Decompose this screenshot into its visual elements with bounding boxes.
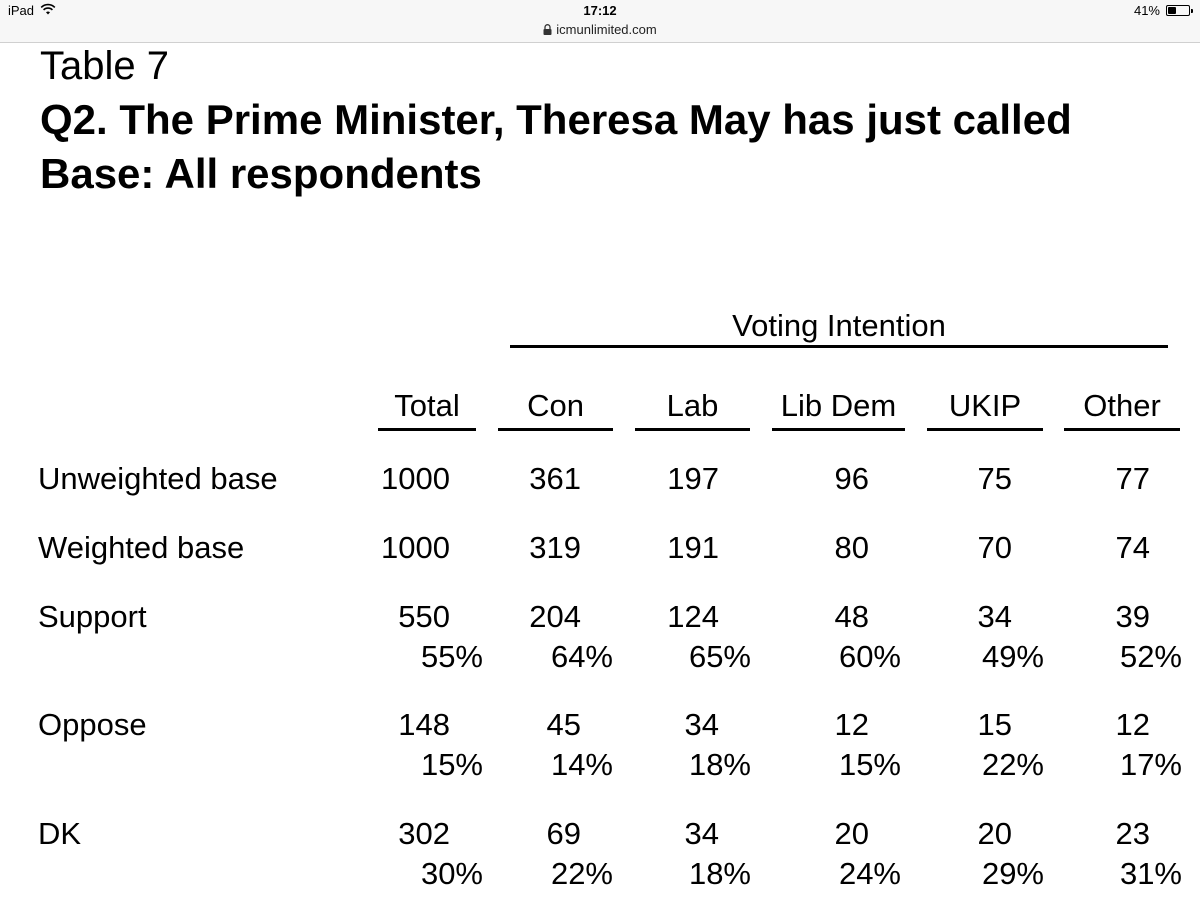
table-cell-percent: 60% xyxy=(838,639,901,674)
col-header-total: Total xyxy=(394,388,460,423)
table-cell-percent: 49% xyxy=(981,639,1044,674)
table-cell: 74 xyxy=(1115,530,1150,565)
table-cell-percent: 64% xyxy=(550,639,613,674)
table-cell: 191 xyxy=(667,530,719,565)
row-label-dk: DK xyxy=(38,816,82,851)
table-cell: 39 xyxy=(1115,599,1150,634)
col-underline-ukip xyxy=(927,428,1043,431)
banner-label: Voting Intention xyxy=(732,308,946,343)
question-title: Q2. The Prime Minister, Theresa May has … xyxy=(40,96,1072,143)
col-header-other: Other xyxy=(1083,388,1161,423)
device-name: iPad xyxy=(8,3,35,18)
col-underline-lab xyxy=(635,428,750,431)
base-title: Base: All respondents xyxy=(40,150,482,197)
col-header-libdem: Lib Dem xyxy=(780,388,897,423)
row-label-weighted: Weighted base xyxy=(38,530,245,565)
status-right: 41% xyxy=(1133,3,1193,18)
table-cell: 302 xyxy=(398,816,450,851)
table-cell: 23 xyxy=(1115,816,1150,851)
table-cell: 20 xyxy=(834,816,869,851)
table-cell: 15 xyxy=(977,707,1012,742)
table-cell-percent: 18% xyxy=(688,747,751,782)
table-cell: 204 xyxy=(529,599,581,634)
table-cell-percent: 31% xyxy=(1119,856,1182,891)
table-cell: 197 xyxy=(667,461,719,496)
col-underline-total xyxy=(378,428,476,431)
address-bar[interactable]: icmunlimited.com xyxy=(0,22,1200,38)
table-cell-percent: 24% xyxy=(838,856,901,891)
table-cell: 70 xyxy=(977,530,1012,565)
table-label: Table 7 xyxy=(40,44,169,88)
table-cell: 48 xyxy=(834,599,869,634)
row-label-oppose: Oppose xyxy=(38,707,147,742)
table-cell: 75 xyxy=(977,461,1012,496)
table-cell: 80 xyxy=(834,530,869,565)
table-cell: 148 xyxy=(398,707,450,742)
col-header-con: Con xyxy=(527,388,584,423)
table-cell: 20 xyxy=(977,816,1012,851)
table-cell: 1000 xyxy=(381,530,450,565)
table-cell: 69 xyxy=(546,816,581,851)
table-cell: 77 xyxy=(1115,461,1150,496)
col-header-ukip: UKIP xyxy=(948,388,1022,423)
col-header-lab: Lab xyxy=(666,388,719,423)
table-cell: 124 xyxy=(667,599,719,634)
table-cell-percent: 22% xyxy=(550,856,613,891)
table-cell: 12 xyxy=(834,707,869,742)
row-label-unweighted: Unweighted base xyxy=(38,461,278,496)
table-cell: 96 xyxy=(834,461,869,496)
url-text: icmunlimited.com xyxy=(556,22,657,37)
row-label-support: Support xyxy=(38,599,147,634)
status-left: iPad xyxy=(8,3,56,18)
table-cell-percent: 52% xyxy=(1119,639,1182,674)
table-cell-percent: 17% xyxy=(1119,747,1182,782)
table-cell-percent: 22% xyxy=(981,747,1044,782)
table-cell-percent: 65% xyxy=(688,639,751,674)
wifi-icon xyxy=(40,3,56,18)
clock: 17:12 xyxy=(583,3,617,18)
table-cell: 1000 xyxy=(381,461,450,496)
table-cell-percent: 15% xyxy=(420,747,483,782)
battery-icon xyxy=(1166,5,1193,16)
table-cell: 12 xyxy=(1115,707,1150,742)
table-cell-percent: 55% xyxy=(420,639,483,674)
table-cell: 361 xyxy=(529,461,581,496)
table-cell: 550 xyxy=(398,599,450,634)
table-cell-percent: 18% xyxy=(688,856,751,891)
col-underline-libdem xyxy=(772,428,905,431)
table-cell: 34 xyxy=(977,599,1012,634)
table-cell: 34 xyxy=(684,707,719,742)
table-cell-percent: 14% xyxy=(550,747,613,782)
table-cell: 45 xyxy=(546,707,581,742)
col-underline-con xyxy=(498,428,613,431)
table-cell-percent: 15% xyxy=(838,747,901,782)
lock-icon xyxy=(543,23,552,38)
banner-underline xyxy=(510,345,1168,348)
table-cell: 319 xyxy=(529,530,581,565)
table-cell-percent: 29% xyxy=(981,856,1044,891)
table-cell: 34 xyxy=(684,816,719,851)
table-cell-percent: 30% xyxy=(420,856,483,891)
battery-fill xyxy=(1168,7,1176,14)
battery-percent: 41% xyxy=(1133,3,1160,18)
col-underline-other xyxy=(1064,428,1180,431)
battery-nub xyxy=(1191,9,1193,13)
status-bar: iPad 17:12 icmunlimited.com 41% xyxy=(0,0,1200,43)
